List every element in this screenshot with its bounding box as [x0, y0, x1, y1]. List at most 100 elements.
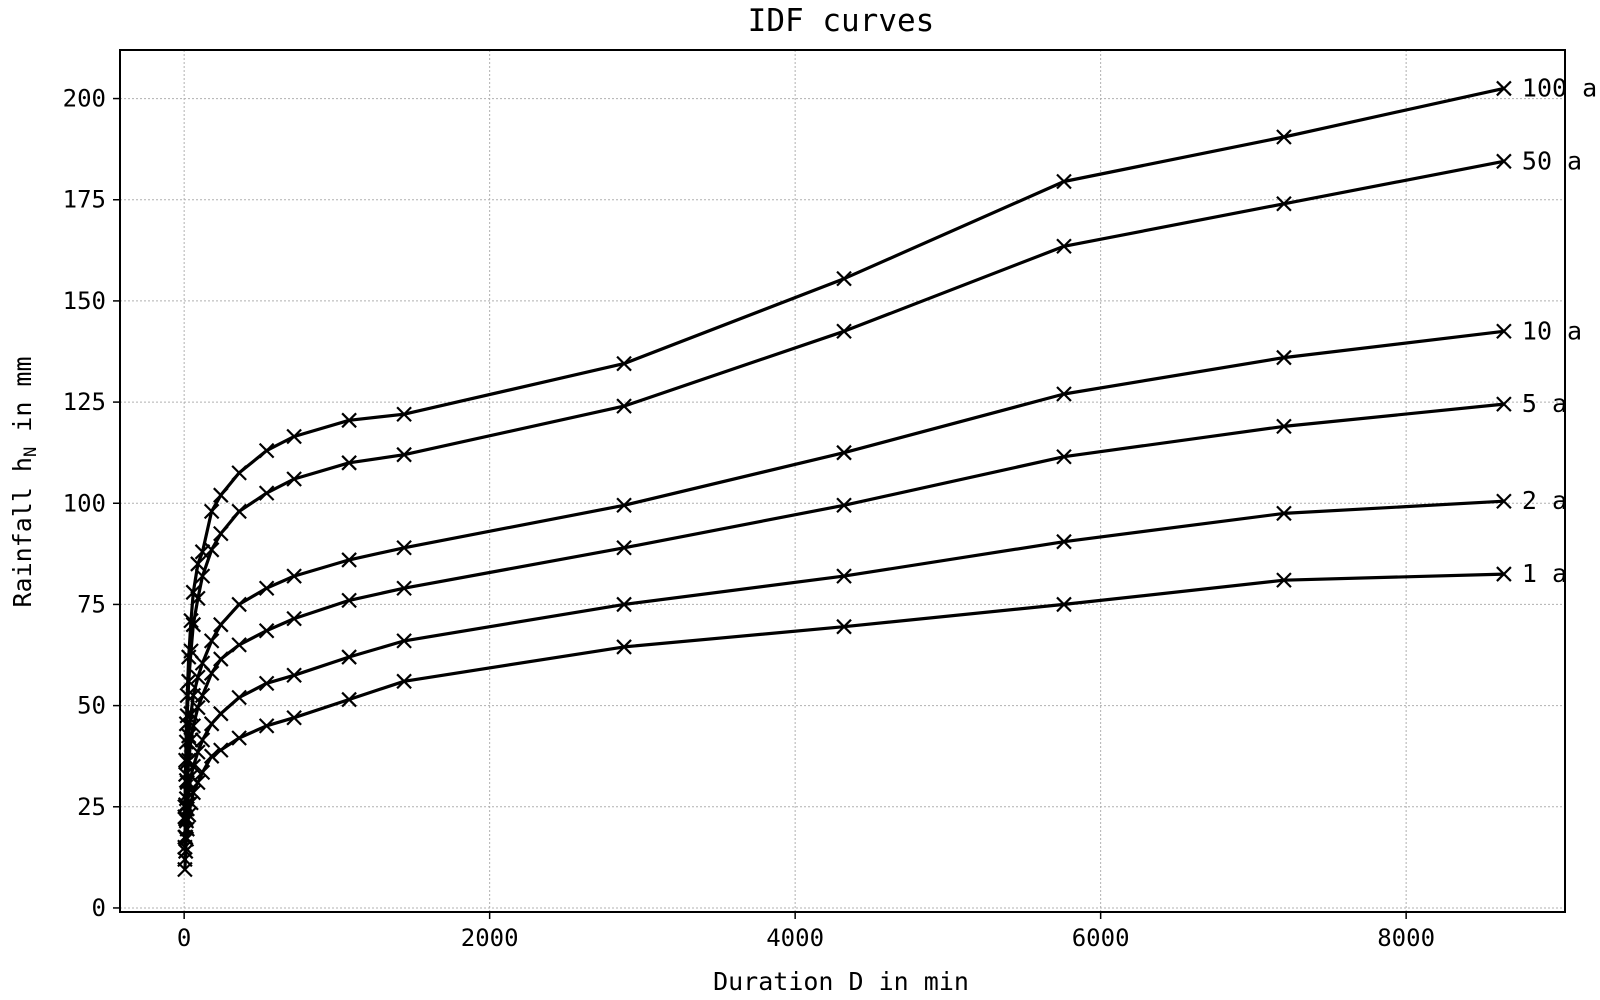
markers	[177, 80, 1512, 878]
x-marker-stroke	[616, 639, 632, 655]
y-tick-label: 200	[63, 85, 106, 113]
series-label: 50 a	[1522, 146, 1582, 175]
data-point	[341, 412, 357, 429]
data-point	[1056, 386, 1072, 402]
x-marker-stroke	[836, 323, 852, 340]
data-point	[1496, 493, 1512, 510]
series-label: 1 a	[1522, 559, 1567, 588]
data-point	[341, 691, 357, 708]
x-marker-stroke	[185, 687, 202, 704]
x-marker-stroke	[286, 471, 302, 487]
y-axis-label: Rainfall hN in mm	[8, 356, 41, 607]
x-marker-stroke	[183, 612, 199, 629]
x-marker-stroke	[341, 592, 357, 609]
data-point	[194, 568, 211, 584]
data-point	[286, 428, 302, 445]
x-marker-stroke	[258, 485, 275, 501]
x-marker-stroke	[231, 689, 247, 706]
x-marker-stroke	[396, 446, 412, 463]
x-marker-stroke	[231, 465, 247, 481]
x-marker-stroke	[231, 730, 247, 746]
data-point	[231, 596, 247, 613]
data-point	[178, 772, 195, 789]
data-point	[836, 497, 852, 514]
data-point	[185, 687, 202, 704]
x-marker-stroke	[341, 649, 357, 665]
x-marker-stroke	[396, 580, 412, 597]
data-point	[258, 580, 275, 597]
x-marker-stroke	[258, 622, 275, 639]
x-marker-stroke	[194, 655, 211, 671]
data-point	[396, 580, 412, 597]
data-point	[203, 542, 220, 558]
data-point	[194, 544, 211, 560]
data-point	[185, 616, 202, 633]
data-point	[1496, 566, 1512, 582]
x-marker-stroke	[1496, 153, 1512, 170]
data-point	[286, 610, 302, 627]
data-point	[231, 730, 247, 746]
data-point	[177, 851, 193, 868]
x-marker-stroke	[213, 651, 229, 667]
data-point	[213, 742, 229, 758]
data-point	[231, 503, 247, 520]
data-point	[286, 709, 302, 726]
plot-area-frame	[119, 49, 1566, 913]
data-point	[213, 487, 229, 503]
y-tick-label: 175	[63, 186, 106, 214]
data-point	[1056, 448, 1072, 465]
data-point	[616, 398, 632, 414]
data-point	[203, 503, 220, 520]
x-marker-stroke	[213, 742, 229, 758]
x-marker-stroke	[341, 552, 357, 568]
x-marker-stroke	[203, 665, 220, 682]
data-point	[836, 618, 852, 635]
x-tick-label: 2000	[461, 924, 519, 952]
axis-ticks: 0 2000 4000 6000 8000 0 25 50 75 100 125 150 175 200	[63, 85, 1435, 952]
series-label: 10 a	[1522, 316, 1582, 345]
x-marker-stroke	[396, 406, 412, 423]
data-point	[183, 732, 199, 748]
x-marker-stroke	[180, 649, 197, 665]
x-marker-stroke	[179, 687, 195, 704]
y-tick-label: 150	[63, 287, 106, 315]
x-marker-stroke	[231, 637, 247, 653]
data-point	[1496, 153, 1512, 170]
data-point	[1496, 323, 1512, 340]
data-point	[286, 471, 302, 487]
x-marker-stroke	[258, 675, 275, 692]
y-axis-label-main: Rainfall h	[8, 457, 37, 608]
y-tick-label: 0	[92, 894, 106, 922]
x-marker-stroke	[1056, 386, 1072, 402]
x-marker-stroke	[616, 398, 632, 414]
x-marker-stroke	[258, 580, 275, 597]
x-marker-stroke	[177, 851, 193, 868]
x-marker-stroke	[190, 556, 206, 572]
x-marker-stroke	[1276, 196, 1292, 212]
data-point	[396, 446, 412, 463]
data-point	[180, 673, 197, 690]
x-marker-stroke	[231, 503, 247, 520]
x-marker-stroke	[286, 428, 302, 445]
x-marker-stroke	[185, 718, 202, 734]
series-line	[183, 499, 1504, 860]
data-point	[836, 270, 852, 287]
x-marker-stroke	[1056, 448, 1072, 465]
y-axis-label-subscript: N	[21, 447, 41, 457]
data-point	[258, 485, 275, 501]
series-line	[183, 572, 1504, 870]
data-point	[179, 687, 195, 704]
x-marker-stroke	[213, 616, 229, 633]
y-tick-label: 125	[63, 388, 106, 416]
data-point	[1276, 418, 1292, 435]
x-marker-stroke	[178, 734, 195, 750]
data-point	[213, 525, 229, 542]
data-point	[183, 705, 199, 722]
data-point	[341, 592, 357, 609]
x-marker-stroke	[396, 539, 412, 556]
x-marker-stroke	[341, 455, 357, 471]
x-marker-stroke	[183, 732, 199, 748]
data-point	[286, 667, 302, 684]
x-marker-stroke	[203, 542, 220, 558]
